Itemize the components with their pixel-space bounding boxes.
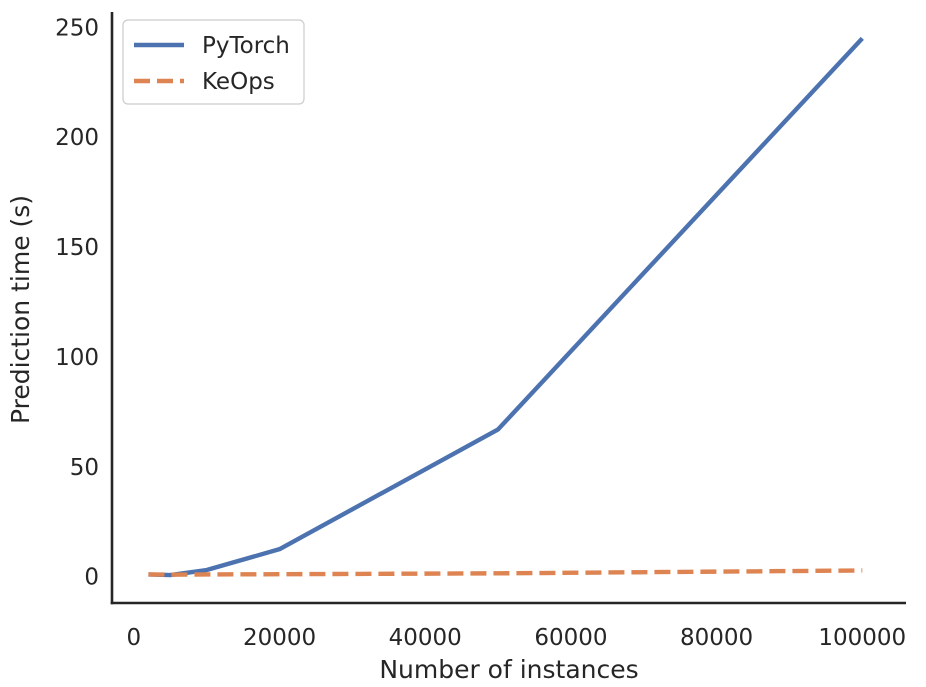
x-tick-label: 0 <box>127 625 142 651</box>
series-line-pytorch <box>148 36 864 578</box>
y-tick-label: 250 <box>55 15 99 41</box>
axes <box>110 12 906 605</box>
y-axis-label: Prediction time (s) <box>6 195 35 424</box>
x-tick-label: 40000 <box>389 625 462 651</box>
legend: PyTorch KeOps <box>122 19 305 105</box>
y-tick-label: 0 <box>84 565 99 591</box>
y-tick-label: 150 <box>55 235 99 261</box>
y-tick-label: 100 <box>55 345 99 371</box>
y-tick-label: 50 <box>70 455 99 481</box>
series-layer <box>148 36 864 578</box>
x-tick-label: 80000 <box>680 625 753 651</box>
x-tick-label: 60000 <box>534 625 607 651</box>
y-tick-label: 200 <box>55 125 99 151</box>
legend-label-keops: KeOps <box>202 69 275 95</box>
legend-label-pytorch: PyTorch <box>202 33 290 59</box>
y-tick-labels: 0 50 100 150 200 250 <box>55 15 99 590</box>
x-axis-label: Number of instances <box>379 655 638 684</box>
x-tick-label: 20000 <box>243 625 316 651</box>
x-tick-labels: 0 20000 40000 60000 80000 100000 <box>127 625 907 651</box>
series-line-keops <box>148 568 863 577</box>
x-tick-label: 100000 <box>818 625 906 651</box>
